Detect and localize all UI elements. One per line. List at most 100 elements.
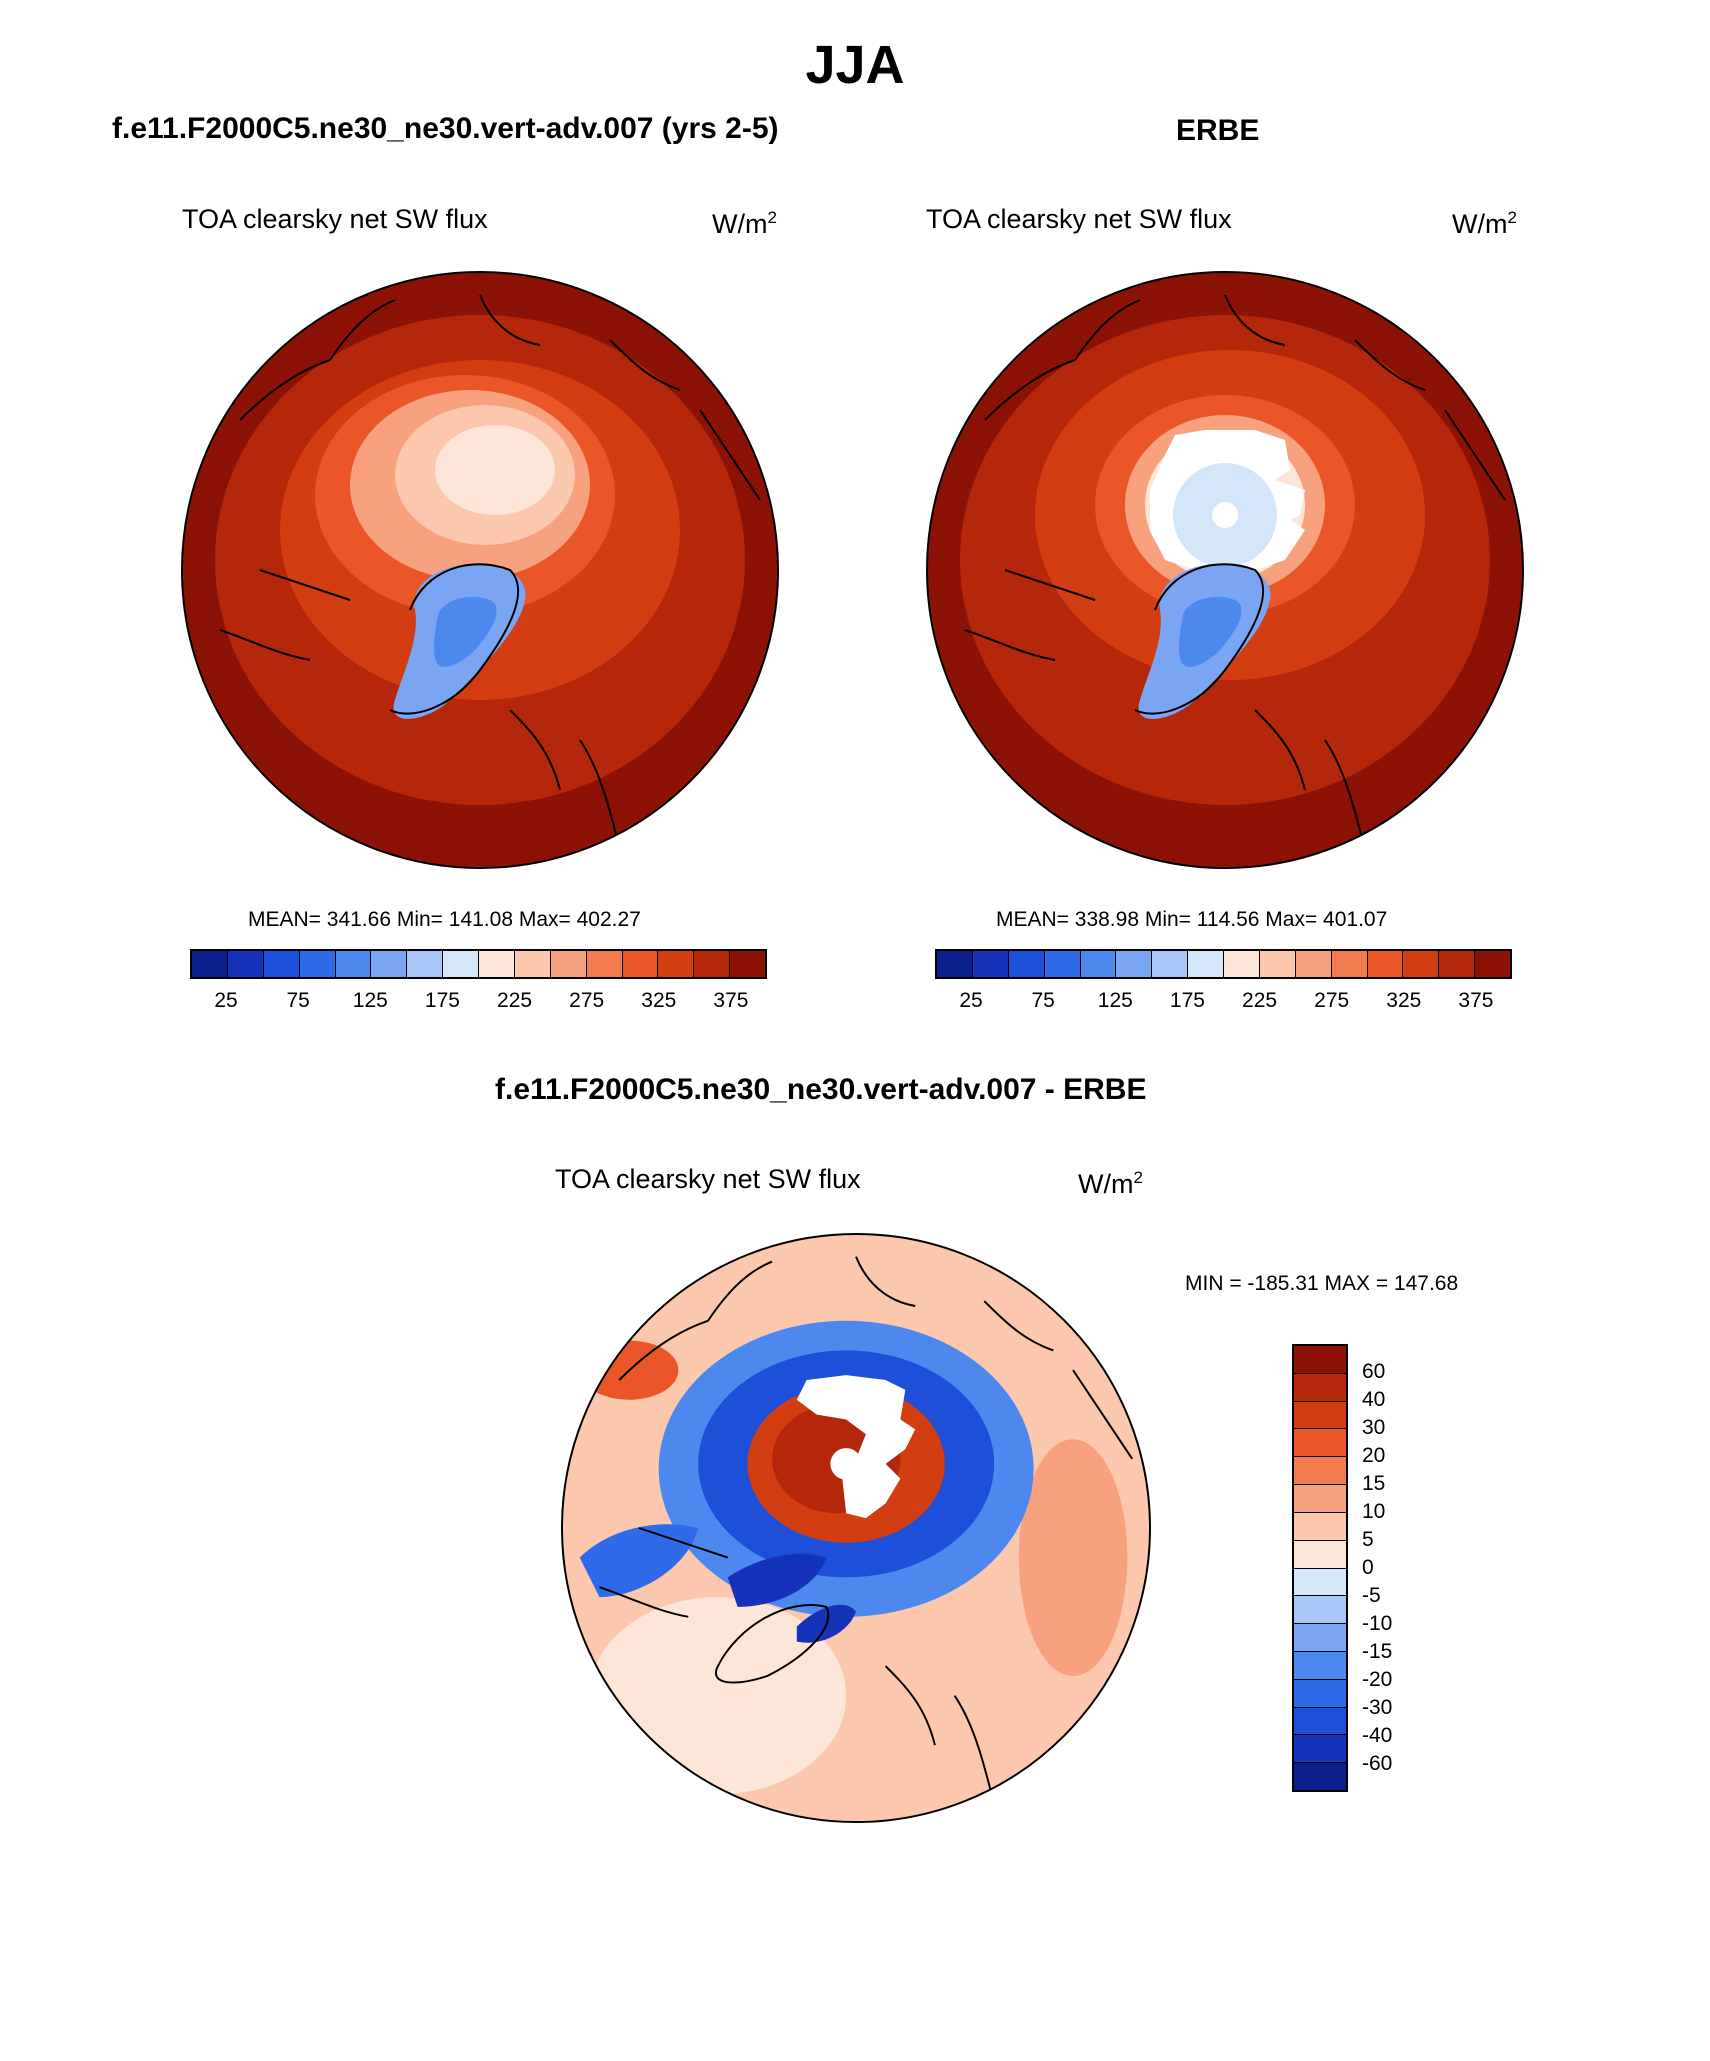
left-greenland-core — [433, 596, 497, 667]
colorbar-swatch — [1294, 1568, 1346, 1597]
diff-coastline — [599, 1256, 1134, 1805]
colorbar-tick-label: 275 — [569, 989, 605, 1012]
diff-polar-map — [560, 1232, 1152, 1824]
colorbar-swatch — [371, 951, 408, 977]
colorbar-swatch — [192, 951, 228, 977]
colorbar-swatch — [658, 951, 695, 977]
colorbar-swatch — [550, 951, 587, 977]
left-variable-label: TOA clearsky net SW flux — [182, 204, 488, 234]
colorbar-tick-label: 175 — [1169, 989, 1205, 1012]
right-panel-title: ERBE — [1176, 114, 1260, 147]
colorbar-swatch — [263, 951, 300, 977]
colorbar-swatch — [1294, 1512, 1346, 1541]
colorbar-tick-label: 75 — [1031, 989, 1055, 1012]
colorbar-tick-label: 225 — [1242, 989, 1278, 1012]
colorbar-swatch — [1439, 951, 1476, 977]
diff-units-label: W/m2 — [1078, 1168, 1143, 1199]
colorbar-swatch — [1295, 951, 1332, 977]
colorbar-tick-label: 275 — [1314, 989, 1350, 1012]
colorbar-tick-label: 20 — [1362, 1444, 1386, 1467]
left-field-core — [435, 425, 555, 515]
colorbar-swatch — [1294, 1429, 1346, 1458]
diff-stats: MIN = -185.31 MAX = 147.68 — [1185, 1272, 1459, 1295]
colorbar-swatch — [1294, 1401, 1346, 1430]
colorbar-swatch — [1294, 1763, 1346, 1790]
right-greenland-core — [1178, 596, 1242, 667]
colorbar-tick-label: 175 — [424, 989, 460, 1012]
diff-neg-west — [579, 1524, 699, 1598]
colorbar-swatch — [1044, 951, 1081, 977]
colorbar-tick-label: -5 — [1362, 1584, 1381, 1607]
colorbar-swatch — [1152, 951, 1189, 977]
colorbar-swatch — [299, 951, 336, 977]
colorbar-swatch — [227, 951, 264, 977]
colorbar-swatch — [1294, 1596, 1346, 1625]
colorbar-tick-label: -30 — [1362, 1696, 1393, 1719]
left-stats: MEAN= 341.66 Min= 141.08 Max= 402.27 — [248, 908, 641, 931]
colorbar-tick-label: 125 — [1097, 989, 1133, 1012]
left-coastline — [219, 294, 761, 851]
colorbar-swatch — [407, 951, 444, 977]
colorbar-tick-label: -20 — [1362, 1668, 1393, 1691]
colorbar-swatch — [1367, 951, 1404, 977]
colorbar-tick-label: 0 — [1362, 1556, 1374, 1579]
figure-title: JJA — [805, 35, 905, 95]
colorbar-swatch — [1294, 1707, 1346, 1736]
colorbar-swatch — [1294, 1651, 1346, 1680]
colorbar-tick-label: 30 — [1362, 1416, 1386, 1439]
colorbar-swatch — [937, 951, 973, 977]
colorbar-tick-label: 225 — [497, 989, 533, 1012]
colorbar-swatch — [972, 951, 1009, 977]
colorbar-swatch — [479, 951, 515, 977]
right-coastline — [964, 294, 1506, 851]
colorbar-swatch — [1294, 1373, 1346, 1402]
diff-colorbar — [1292, 1344, 1348, 1792]
colorbar-tick-label: 125 — [352, 989, 388, 1012]
colorbar-swatch — [694, 951, 731, 977]
colorbar-swatch — [1294, 1735, 1346, 1764]
colorbar-tick-label: 325 — [1386, 989, 1422, 1012]
colorbar-tick-label: -40 — [1362, 1724, 1393, 1747]
colorbar-tick-label: 325 — [641, 989, 677, 1012]
colorbar-tick-label: 15 — [1362, 1472, 1386, 1495]
colorbar-swatch — [1294, 1485, 1346, 1513]
diff-variable-label: TOA clearsky net SW flux — [555, 1164, 861, 1194]
colorbar-tick-label: 75 — [286, 989, 310, 1012]
colorbar-swatch — [730, 951, 765, 977]
colorbar-swatch — [1294, 1540, 1346, 1569]
colorbar-tick-label: 25 — [959, 989, 983, 1012]
diff-missing-data-ring — [796, 1375, 916, 1519]
right-stats: MEAN= 338.98 Min= 114.56 Max= 401.07 — [996, 908, 1388, 931]
colorbar-tick-label: -15 — [1362, 1640, 1393, 1663]
left-units-label: W/m2 — [712, 208, 777, 239]
left-polar-map — [181, 271, 779, 869]
colorbar-swatch — [335, 951, 372, 977]
diff-panel-title: f.e11.F2000C5.ne30_ne30.vert-adv.007 - E… — [495, 1073, 1147, 1106]
colorbar-swatch — [1294, 1457, 1346, 1486]
right-variable-label: TOA clearsky net SW flux — [926, 204, 1232, 234]
colorbar-tick-label: -60 — [1362, 1752, 1393, 1775]
colorbar-swatch — [1116, 951, 1153, 977]
colorbar-swatch — [1224, 951, 1260, 977]
colorbar-swatch — [443, 951, 479, 977]
left-panel-title: f.e11.F2000C5.ne30_ne30.vert-adv.007 (yr… — [112, 112, 779, 145]
colorbar-tick-label: 5 — [1362, 1528, 1374, 1551]
right-polar-map — [926, 271, 1524, 869]
diff-neg-streak-1 — [727, 1553, 827, 1607]
colorbar-swatch — [1008, 951, 1045, 977]
colorbar-swatch — [586, 951, 623, 977]
right-colorbar — [935, 949, 1512, 979]
colorbar-swatch — [1188, 951, 1224, 977]
diff-field-pos-east — [1018, 1439, 1128, 1676]
colorbar-tick-label: 375 — [713, 989, 749, 1012]
colorbar-swatch — [622, 951, 659, 977]
right-pole-hole — [1212, 502, 1238, 528]
colorbar-swatch — [1294, 1679, 1346, 1708]
right-units-label: W/m2 — [1452, 208, 1517, 239]
colorbar-swatch — [1403, 951, 1440, 977]
colorbar-tick-label: 10 — [1362, 1500, 1386, 1523]
colorbar-tick-label: -10 — [1362, 1612, 1393, 1635]
colorbar-swatch — [1331, 951, 1368, 977]
colorbar-tick-label: 40 — [1362, 1388, 1386, 1411]
colorbar-tick-label: 375 — [1458, 989, 1494, 1012]
